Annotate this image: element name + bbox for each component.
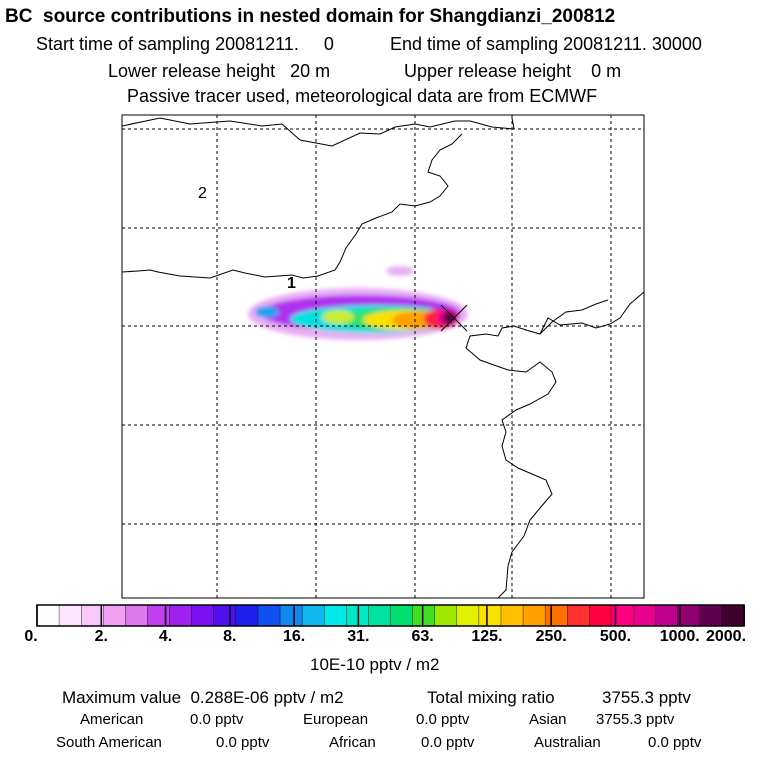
australian-label: Australian — [534, 734, 601, 751]
colorbar-tick-label: 2000. — [705, 628, 747, 645]
start-time: Start time of sampling 20081211. 0 — [36, 34, 334, 54]
upper-release-height: Upper release height 0 m — [404, 61, 622, 81]
colorbar-tick-label: 4. — [158, 628, 173, 645]
end-time: End time of sampling 20081211. 30000 — [390, 34, 702, 54]
total-mixing-label: Total mixing ratio — [427, 688, 555, 707]
gridlines — [122, 115, 644, 598]
colorbar-unit: 10E-10 pptv / m2 — [310, 655, 440, 674]
asian-value: 3755.3 pptv — [596, 711, 675, 728]
concentration-plume — [248, 266, 468, 340]
african-value: 0.0 pptv — [421, 734, 475, 751]
plume-core — [443, 312, 455, 324]
european-value: 0.0 pptv — [416, 711, 470, 728]
american-value: 0.0 pptv — [190, 711, 244, 728]
map-frame — [121, 114, 645, 599]
colorbar-tick-label: 31. — [347, 628, 370, 645]
contour-label-2: 2 — [198, 185, 207, 202]
european-label: European — [303, 711, 369, 728]
chart-title: BC source contributions in nested domain… — [5, 6, 616, 27]
colorbar-tick-label: 2. — [94, 628, 108, 645]
mid-border — [122, 133, 463, 279]
south-american-value: 0.0 pptv — [216, 734, 270, 751]
colorbar-tick-label: 16. — [282, 628, 306, 645]
colorbar-tick-label: 8. — [223, 628, 237, 645]
american-label: American — [80, 711, 144, 728]
plume-lime — [322, 310, 354, 324]
total-mixing-value: 3755.3 pptv — [602, 688, 691, 707]
contour-label-1: 1 — [287, 275, 296, 292]
plume-left-blob — [255, 306, 279, 318]
coastlines — [122, 117, 644, 598]
colorbar-tick-label: 63. — [411, 628, 434, 645]
african-label: African — [329, 734, 376, 751]
south-american-label: South American — [56, 734, 162, 751]
eastern-coast — [465, 291, 644, 598]
tracer-info: Passive tracer used, meteorological data… — [127, 86, 598, 106]
plume-puff-top — [386, 266, 414, 276]
colorbar-tick-label: 0. — [24, 628, 38, 645]
peninsula — [539, 299, 609, 335]
max-value: Maximum value 0.288E-06 pptv / m2 — [62, 688, 344, 707]
colorbar-tick-label: 125. — [471, 628, 503, 645]
australian-value: 0.0 pptv — [648, 734, 702, 751]
northern-border — [122, 117, 515, 147]
asian-label: Asian — [529, 711, 567, 728]
colorbar-tick-label: 500. — [599, 628, 632, 645]
colorbar-tick-label: 1000. — [659, 628, 700, 645]
map-plot: 2 1 — [121, 114, 645, 599]
lower-release-height: Lower release height 20 m — [108, 61, 331, 81]
colorbar-tick-label: 250. — [535, 628, 567, 645]
receptor-marker — [440, 304, 468, 332]
